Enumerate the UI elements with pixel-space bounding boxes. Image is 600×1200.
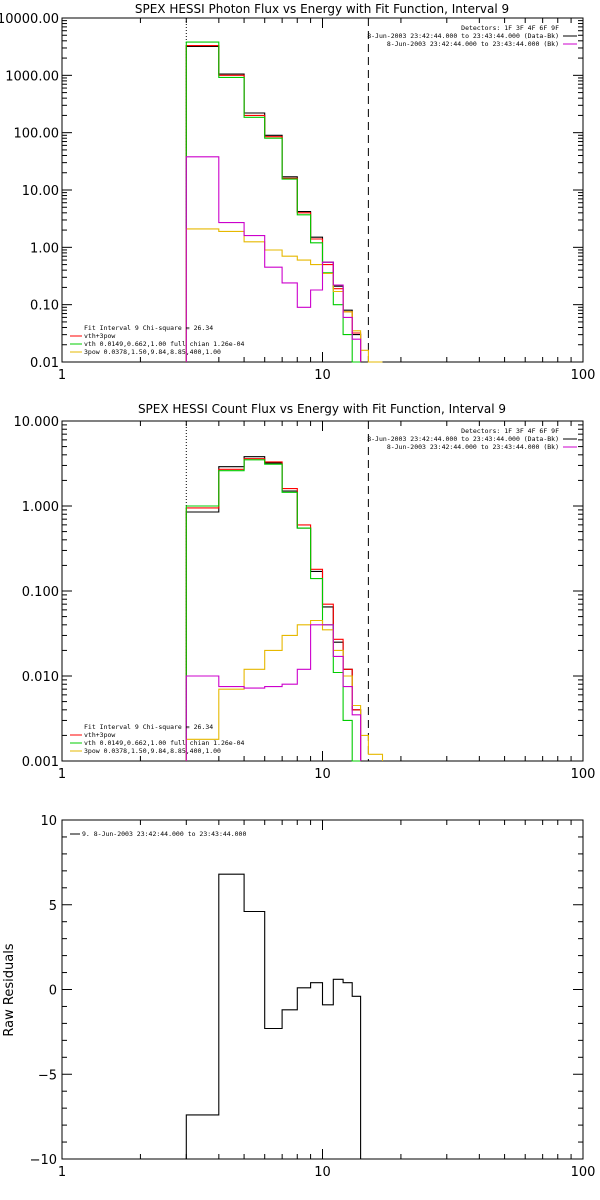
photon-legend-top-right-entry: 8-Jun-2003 23:42:44.000 to 23:43:44.000 … — [387, 40, 559, 48]
residual-series-residual — [185, 873, 362, 1159]
photon-legend-top-right-entry: 8-Jun-2003 23:42:44.000 to 23:43:44.000 … — [367, 32, 559, 40]
count-series-vth — [185, 459, 361, 762]
photon-y-tick-label: 100.00 — [14, 127, 60, 142]
count-x-tick-label: 100 — [571, 767, 596, 782]
photon-legend-top-right-entry: Detectors: 1F 3F 4F 6F 9F — [461, 24, 559, 32]
residual-y-tick-label: 10 — [40, 814, 57, 829]
photon-y-tick-label: 0.10 — [30, 299, 59, 314]
residual-y-tick-label: −10 — [30, 1153, 57, 1168]
photon-series-vth-3pow — [185, 45, 362, 362]
count-x-tick-label: 1 — [58, 767, 66, 782]
count-y-tick-label: 1.000 — [22, 500, 59, 515]
photon-y-tick-label: 10.00 — [22, 184, 59, 199]
count-y-tick-label: 0.010 — [22, 670, 59, 685]
count-series-data-bk — [185, 456, 362, 761]
residuals-ylabel: Raw Residuals — [2, 943, 17, 1036]
count-legend-bottom-left-entry: 3pow 0.0378,1.50,9.84,8.85,400,1.00 — [84, 747, 221, 755]
residuals-panel: Raw Residuals 1 10 100 −10 −5 0 5 10 9. 8-Jun-20… — [2, 814, 595, 1180]
count-legend-top-right-entry: 8-Jun-2003 23:42:44.000 to 23:43:44.000 … — [387, 443, 559, 451]
photon-flux-panel: SPEX HESSI Photon Flux vs Energy with Fi… — [0, 2, 595, 383]
photon-y-tick-label: 1.00 — [30, 241, 59, 256]
photon-y-tick-label: 10000.00 — [0, 12, 59, 27]
count-y-tick-label: 10.000 — [14, 415, 60, 430]
photon-series-data-bk — [185, 45, 362, 362]
photon-y-tick-label: 1000.00 — [5, 69, 59, 84]
photon-legend-bottom-left-entry: 3pow 0.0378,1.50,9.84,8.85,400,1.00 — [84, 348, 221, 356]
count-legend-top-right-entry: Detectors: 1F 3F 4F 6F 9F — [461, 427, 559, 435]
residual-legend-top-left-entry: 9. 8-Jun-2003 23:42:44.000 to 23:43:44.0… — [82, 830, 246, 838]
residual-y-tick-label: 0 — [49, 984, 57, 999]
residual-y-tick-label: −5 — [38, 1068, 57, 1083]
residual-x-tick-label: 10 — [314, 1165, 331, 1180]
photon-legend-bottom-left-entry: vth+3pow — [84, 332, 115, 340]
photon-legend-bottom-left-entry: Fit Interval 9 Chi-square = 26.34 — [84, 324, 213, 332]
count-y-tick-label: 0.001 — [22, 755, 59, 770]
photon-chart-title: SPEX HESSI Photon Flux vs Energy with Fi… — [135, 2, 509, 16]
count-chart-title: SPEX HESSI Count Flux vs Energy with Fit… — [138, 402, 506, 416]
count-x-tick-label: 10 — [314, 767, 331, 782]
photon-x-tick-label: 1 — [58, 368, 66, 383]
count-legend-bottom-left-entry: vth 0.0149,0.662,1.00 full chian 1.26e-0… — [84, 739, 245, 747]
photon-plot-frame — [61, 17, 584, 363]
photon-x-tick-label: 10 — [314, 368, 331, 383]
count-flux-panel: SPEX HESSI Count Flux vs Energy with Fit… — [14, 402, 596, 782]
residual-y-tick-label: 5 — [49, 899, 57, 914]
photon-legend-bottom-left-entry: vth 0.0149,0.662,1.00 full chian 1.26e-0… — [84, 340, 245, 348]
photon-x-tick-label: 100 — [571, 368, 596, 383]
residual-x-tick-label: 1 — [58, 1165, 66, 1180]
photon-series-bk — [185, 156, 362, 362]
residual-x-tick-label: 100 — [571, 1165, 596, 1180]
photon-series-vth — [185, 41, 361, 363]
count-legend-top-right-entry: 8-Jun-2003 23:42:44.000 to 23:43:44.000 … — [367, 435, 559, 443]
count-series-bk — [185, 624, 362, 761]
count-legend-bottom-left-entry: vth+3pow — [84, 731, 115, 739]
count-legend-bottom-left-entry: Fit Interval 9 Chi-square = 26.34 — [84, 723, 213, 731]
count-y-tick-label: 0.100 — [22, 585, 59, 600]
photon-y-tick-label: 0.01 — [30, 356, 59, 371]
count-series-vth-3pow — [185, 458, 362, 761]
